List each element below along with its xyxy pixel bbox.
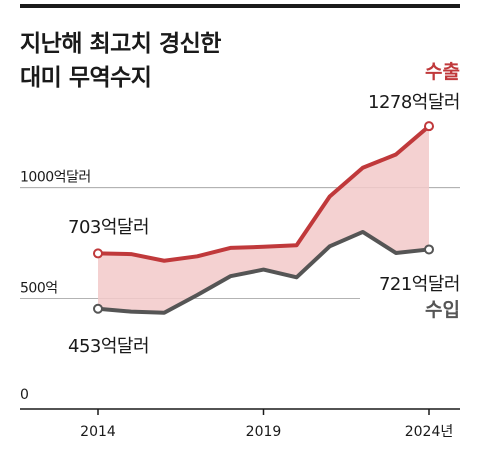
x-tick-label-2014: 2014 (80, 424, 116, 440)
chart-title-line1: 지난해 최고치 경신한 (20, 31, 221, 57)
label-import-end: 721억달러 (379, 274, 460, 295)
data-point-export-start (93, 248, 103, 259)
label-import-start: 453억달러 (68, 336, 149, 357)
label-export-end: 1278억달러 (368, 92, 460, 113)
top-rule (20, 4, 460, 8)
series-line-export (96, 124, 431, 263)
x-tick-label-2024: 2024년 (405, 424, 454, 440)
gap-fill-area (98, 126, 429, 313)
series-line-import (96, 229, 431, 315)
legend-export: 수출 (425, 61, 460, 83)
y-tick-label-0: 0 (20, 387, 29, 403)
data-point-export-end (424, 121, 434, 132)
label-export-start: 703억달러 (68, 217, 149, 238)
y-tick-label-1000: 1000억달러 (20, 170, 91, 186)
data-point-import-start (93, 303, 103, 314)
data-point-import-end (424, 244, 434, 255)
legend-import: 수입 (425, 299, 460, 321)
x-tick-label-2019: 2019 (246, 424, 282, 440)
chart-title-line2: 대미 무역수지 (20, 65, 152, 91)
y-tick-label-500: 500억 (20, 280, 58, 296)
